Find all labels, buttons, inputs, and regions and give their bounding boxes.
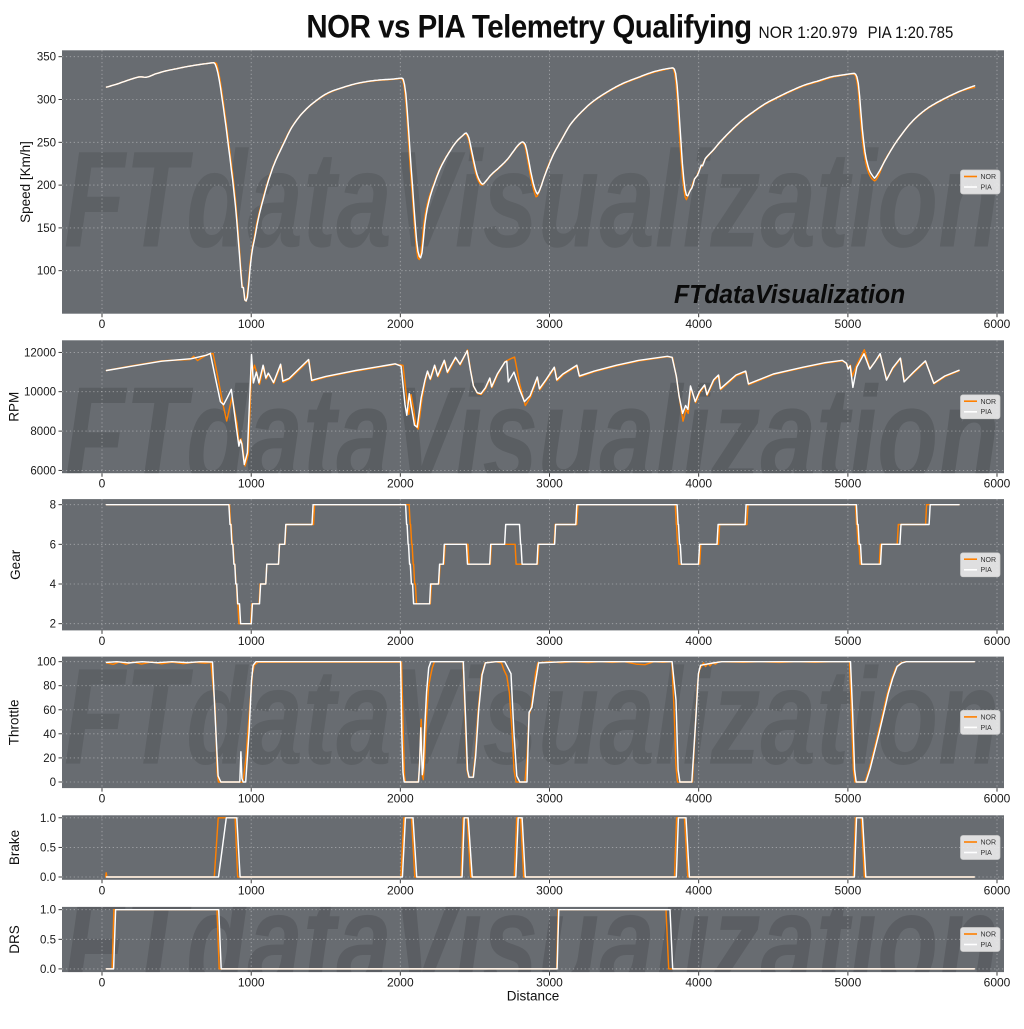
svg-text:3000: 3000	[536, 477, 563, 491]
svg-text:NOR: NOR	[981, 714, 997, 721]
svg-text:3000: 3000	[536, 317, 563, 331]
svg-text:3000: 3000	[536, 883, 563, 897]
svg-text:6: 6	[50, 539, 56, 551]
svg-text:20: 20	[43, 753, 56, 765]
svg-text:0: 0	[99, 317, 106, 331]
svg-text:4: 4	[50, 579, 57, 591]
svg-text:300: 300	[37, 95, 56, 107]
svg-text:6000: 6000	[984, 792, 1011, 806]
svg-text:5000: 5000	[835, 976, 862, 990]
svg-text:Gear: Gear	[8, 549, 23, 580]
svg-text:4000: 4000	[685, 477, 712, 491]
svg-text:3000: 3000	[536, 976, 563, 990]
svg-text:250: 250	[37, 137, 56, 149]
svg-text:0: 0	[99, 792, 106, 806]
svg-text:4000: 4000	[685, 792, 712, 806]
svg-text:100: 100	[37, 266, 56, 278]
svg-text:6000: 6000	[984, 634, 1011, 648]
svg-text:Throttle: Throttle	[7, 700, 22, 746]
svg-text:NOR 1:20.979: NOR 1:20.979	[759, 23, 858, 42]
svg-text:NOR: NOR	[981, 557, 997, 564]
svg-text:6000: 6000	[984, 976, 1011, 990]
svg-text:5000: 5000	[835, 634, 862, 648]
svg-text:NOR vs PIA Telemetry Qualifyin: NOR vs PIA Telemetry Qualifying	[306, 8, 751, 44]
svg-text:80: 80	[43, 681, 56, 693]
svg-text:200: 200	[37, 180, 56, 192]
svg-text:2000: 2000	[387, 477, 414, 491]
svg-text:0: 0	[50, 777, 56, 789]
svg-text:PIA: PIA	[981, 567, 993, 574]
svg-text:100: 100	[37, 657, 56, 669]
svg-text:0.0: 0.0	[40, 964, 56, 976]
svg-text:12000: 12000	[24, 347, 56, 359]
svg-text:NOR: NOR	[981, 840, 997, 847]
svg-text:2: 2	[50, 619, 56, 631]
svg-text:1000: 1000	[238, 634, 265, 648]
svg-text:2000: 2000	[387, 792, 414, 806]
svg-text:350: 350	[37, 52, 56, 64]
svg-text:5000: 5000	[835, 883, 862, 897]
svg-text:Distance: Distance	[507, 988, 560, 1003]
svg-text:0.5: 0.5	[40, 842, 56, 854]
svg-text:8: 8	[50, 500, 56, 512]
svg-text:3000: 3000	[536, 634, 563, 648]
svg-text:FTdataVisualization: FTdataVisualization	[674, 281, 905, 309]
svg-text:Brake: Brake	[7, 830, 22, 865]
svg-text:1000: 1000	[238, 976, 265, 990]
svg-text:0: 0	[99, 976, 106, 990]
svg-text:5000: 5000	[835, 792, 862, 806]
svg-text:10000: 10000	[24, 387, 56, 399]
svg-text:4000: 4000	[685, 976, 712, 990]
svg-text:0: 0	[99, 634, 106, 648]
svg-text:0.5: 0.5	[40, 934, 56, 946]
svg-text:2000: 2000	[387, 634, 414, 648]
svg-text:FTdataVisualization: FTdataVisualization	[64, 123, 999, 276]
svg-text:RPM: RPM	[6, 392, 21, 422]
svg-text:2000: 2000	[387, 883, 414, 897]
svg-text:2000: 2000	[387, 317, 414, 331]
svg-text:NOR: NOR	[981, 399, 997, 406]
svg-text:PIA: PIA	[981, 185, 993, 192]
svg-text:1000: 1000	[238, 883, 265, 897]
svg-text:PIA: PIA	[981, 725, 993, 732]
svg-text:6000: 6000	[984, 477, 1011, 491]
svg-text:8000: 8000	[30, 426, 56, 438]
svg-text:0: 0	[99, 477, 106, 491]
svg-text:6000: 6000	[984, 317, 1011, 331]
svg-text:NOR: NOR	[981, 174, 997, 181]
svg-text:4000: 4000	[685, 883, 712, 897]
svg-text:0.0: 0.0	[40, 872, 56, 884]
svg-text:0: 0	[99, 883, 106, 897]
svg-text:1000: 1000	[238, 317, 265, 331]
svg-text:150: 150	[37, 223, 56, 235]
svg-text:Speed [Km/h]: Speed [Km/h]	[18, 141, 33, 223]
svg-text:NOR: NOR	[981, 932, 997, 939]
svg-text:4000: 4000	[685, 634, 712, 648]
svg-text:1000: 1000	[238, 792, 265, 806]
svg-text:PIA: PIA	[981, 942, 993, 949]
svg-text:1000: 1000	[238, 477, 265, 491]
svg-text:2000: 2000	[387, 976, 414, 990]
svg-text:PIA 1:20.785: PIA 1:20.785	[868, 24, 954, 42]
svg-text:PIA: PIA	[981, 850, 993, 857]
svg-text:60: 60	[43, 705, 56, 717]
svg-text:6000: 6000	[30, 465, 56, 477]
svg-text:3000: 3000	[536, 792, 563, 806]
svg-text:40: 40	[43, 729, 56, 741]
svg-text:4000: 4000	[685, 317, 712, 331]
svg-text:5000: 5000	[835, 317, 862, 331]
svg-text:FTdataVisualization: FTdataVisualization	[64, 640, 999, 793]
svg-text:1.0: 1.0	[40, 905, 56, 917]
svg-text:1.0: 1.0	[40, 813, 56, 825]
svg-text:DRS: DRS	[7, 925, 22, 954]
svg-text:PIA: PIA	[981, 409, 993, 416]
svg-text:6000: 6000	[984, 883, 1011, 897]
svg-text:5000: 5000	[835, 477, 862, 491]
